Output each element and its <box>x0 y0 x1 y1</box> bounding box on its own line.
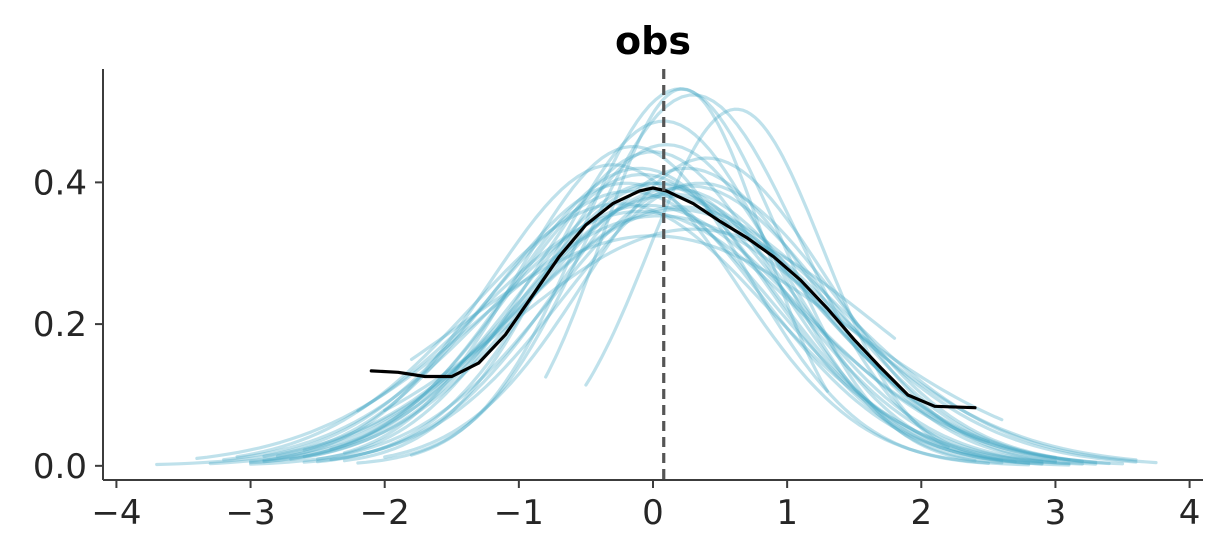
predictive-curve-14 <box>316 143 1017 464</box>
predictive-curve-0 <box>262 181 1084 466</box>
predictive-curve-1 <box>208 194 1058 466</box>
predictive-curve-23 <box>289 181 1058 464</box>
x-tick-label: −2 <box>360 493 410 533</box>
predictive-curve-21 <box>383 156 1058 463</box>
observed-curve-group <box>369 186 977 410</box>
predictive-curve-6 <box>316 150 1044 466</box>
predictive-curve-19 <box>383 227 897 412</box>
predictive-curve-15 <box>409 87 977 463</box>
predictive-curve-25 <box>329 172 1044 465</box>
predictive-curve-29 <box>342 119 1004 465</box>
predictive-curve-26 <box>302 207 1138 464</box>
predictive-curve-11 <box>195 214 1138 462</box>
predictive-curve-7 <box>249 187 1111 466</box>
predictive-curves <box>155 87 1158 467</box>
y-tick-label: 0.0 <box>33 447 87 487</box>
x-tick-label: 0 <box>642 493 664 533</box>
y-tick-label: 0.2 <box>33 305 87 345</box>
predictive-curve-27 <box>262 189 1071 466</box>
predictive-curve-24 <box>249 192 1084 464</box>
x-tick-label: 4 <box>1179 493 1201 533</box>
predictive-curve-28 <box>249 184 1098 466</box>
x-tick-label: 3 <box>1045 493 1067 533</box>
x-tick-label: −1 <box>494 493 544 533</box>
predictive-curve-2 <box>302 166 1031 465</box>
predictive-curve-4 <box>275 181 1004 462</box>
predictive-curve-20 <box>262 163 1031 467</box>
predictive-curve-8 <box>222 203 1071 462</box>
x-tick-label: 2 <box>910 493 932 533</box>
predictive-curve-5 <box>356 93 1071 467</box>
predictive-curve-18 <box>409 234 1004 422</box>
x-tick-label: −4 <box>91 493 141 533</box>
observed-curve <box>369 186 977 410</box>
x-tick-label: 1 <box>776 493 798 533</box>
predictive-curve-12 <box>302 181 1125 466</box>
x-tick-label: −3 <box>225 493 275 533</box>
y-ticks: 0.0 0.2 0.4 <box>33 163 103 487</box>
chart-title: obs <box>615 19 691 63</box>
predictive-curve-22 <box>356 209 991 444</box>
axes <box>102 69 1203 481</box>
predictive-curve-17 <box>544 87 830 393</box>
predictive-curve-13 <box>235 202 1044 464</box>
predictive-curve-16 <box>584 107 950 449</box>
x-ticks: −4 −3 −2 −1 0 1 2 3 4 <box>91 480 1200 533</box>
y-tick-label: 0.4 <box>33 163 87 203</box>
predictive-curve-9 <box>329 166 1098 466</box>
predictive-curve-3 <box>155 205 1158 467</box>
